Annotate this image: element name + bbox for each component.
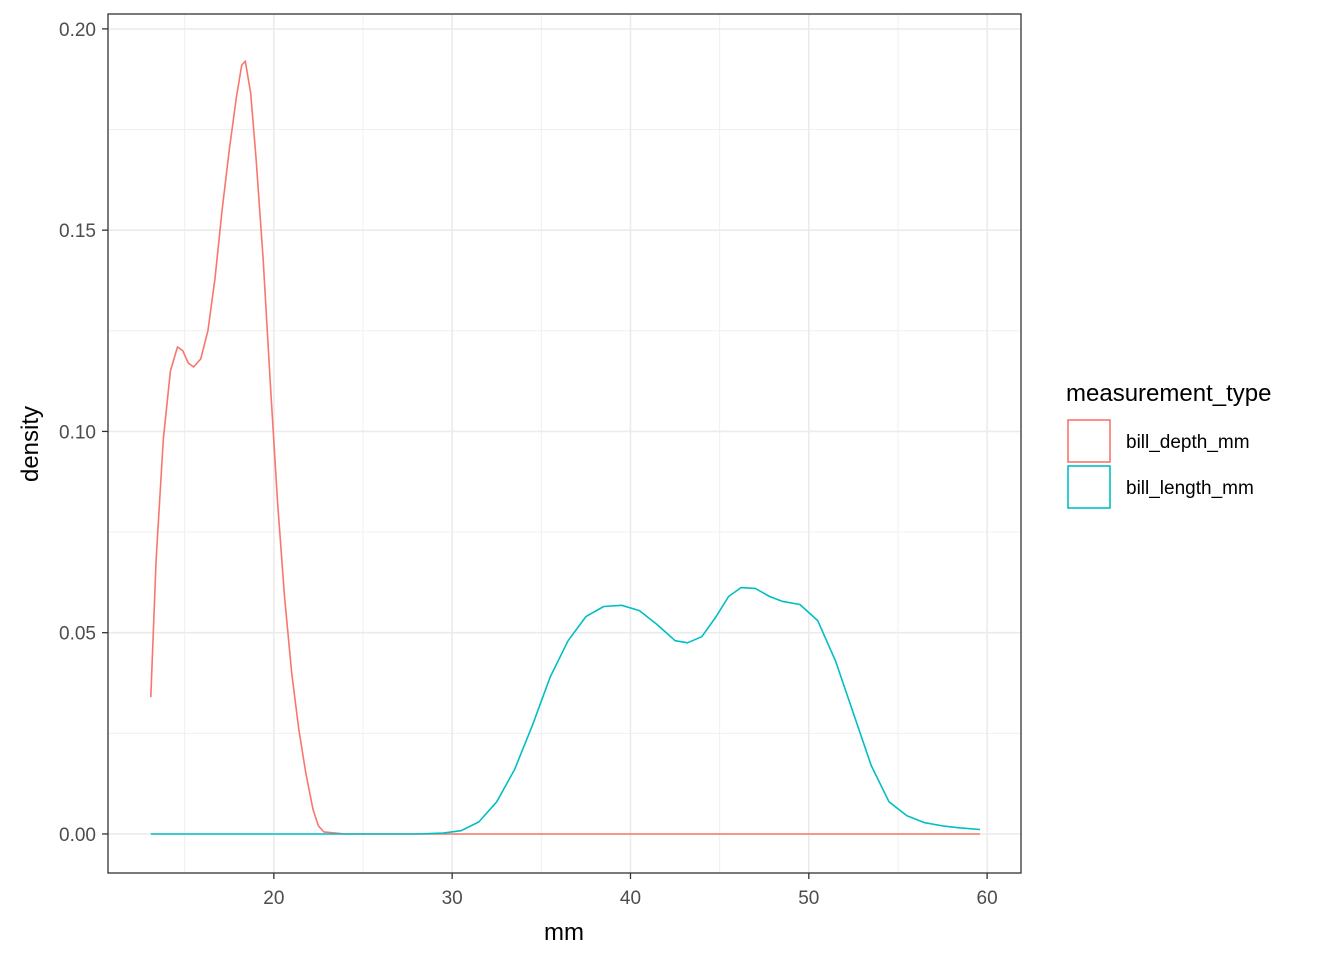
x-axis: 20 30 40 50 60 xyxy=(263,873,998,909)
minor-grid xyxy=(108,14,1021,873)
y-axis: 0.00 0.05 0.10 0.15 0.20 xyxy=(59,20,108,846)
legend-key-bill-length-mm xyxy=(1067,465,1111,509)
x-tick-label: 30 xyxy=(442,888,463,909)
x-tick-label: 50 xyxy=(798,888,819,909)
y-tick-label: 0.00 xyxy=(59,825,96,846)
series-line-bill-length-mm xyxy=(150,586,981,835)
y-axis-title: density xyxy=(17,406,44,482)
y-tick-label: 0.20 xyxy=(59,20,96,41)
x-tick-label: 20 xyxy=(263,888,284,909)
legend-label-bill-depth-mm: bill_depth_mm xyxy=(1126,432,1250,453)
panel-border xyxy=(107,13,1022,874)
legend-label-bill-length-mm: bill_length_mm xyxy=(1126,478,1254,499)
legend: measurement_type bill_depth_mm bill_lengt… xyxy=(1066,380,1271,509)
y-tick-label: 0.05 xyxy=(59,624,96,645)
x-axis-title: mm xyxy=(544,919,584,946)
x-tick-label: 60 xyxy=(977,888,998,909)
y-tick-label: 0.15 xyxy=(59,221,96,242)
legend-title: measurement_type xyxy=(1066,380,1271,407)
series-line-bill-depth-mm xyxy=(150,60,980,835)
series-layer xyxy=(150,60,981,835)
x-tick-label: 40 xyxy=(620,888,641,909)
legend-key-bill-depth-mm xyxy=(1067,419,1111,463)
y-tick-label: 0.10 xyxy=(59,422,96,443)
